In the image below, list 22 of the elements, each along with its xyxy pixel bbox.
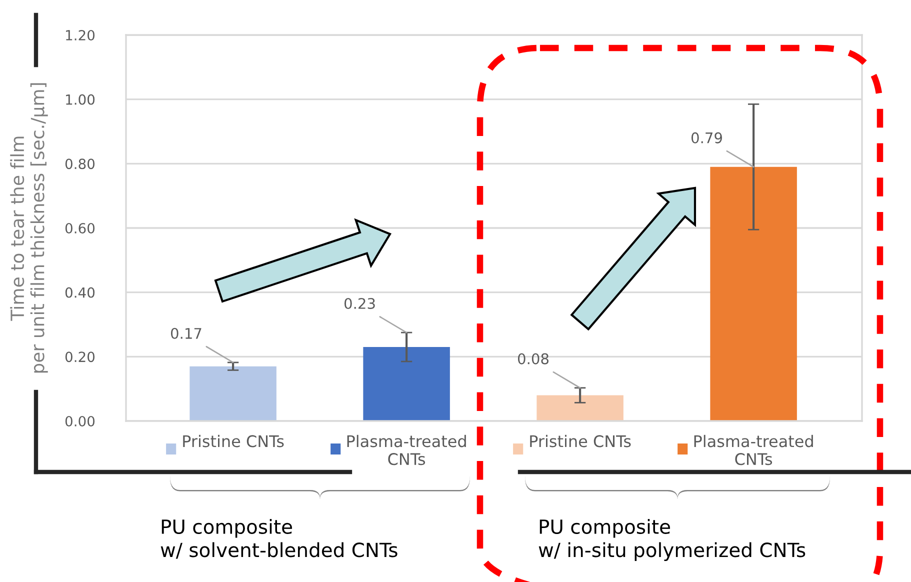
bar	[190, 366, 276, 421]
y-tick-label: 0.80	[65, 158, 95, 170]
data-label: 0.17	[170, 328, 202, 339]
y-tick-label: 0.40	[65, 287, 95, 298]
y-tick-label: 1.20	[66, 30, 95, 40]
data-label: 0.23	[344, 298, 375, 309]
y-tick-label: 0.20	[65, 352, 95, 362]
x-tick-label: Pristine CNTs	[530, 434, 631, 448]
data-label: 0.08	[518, 353, 549, 364]
x-tick-label: Plasma-treated CNTs	[347, 434, 466, 466]
data-label: 0.79	[691, 132, 722, 144]
text: PU composite w/ solvent-blended CNTs	[160, 518, 398, 559]
bar	[363, 347, 450, 421]
y-tick-label: 1.00	[66, 94, 95, 105]
y-tick-label: 0.60	[65, 222, 95, 234]
text: PU composite w/ in-situ polymerized CNTs	[538, 518, 806, 562]
x-tick-label: Plasma-treated CNTs	[694, 434, 813, 466]
y-axis-title: Time to tear the film per unit film thickness [sec./μm]	[10, 83, 48, 373]
x-tick-label: Pristine CNTs	[183, 434, 284, 448]
bar	[536, 395, 624, 421]
y-tick-label: 0.00	[65, 416, 95, 426]
bar	[710, 166, 797, 421]
